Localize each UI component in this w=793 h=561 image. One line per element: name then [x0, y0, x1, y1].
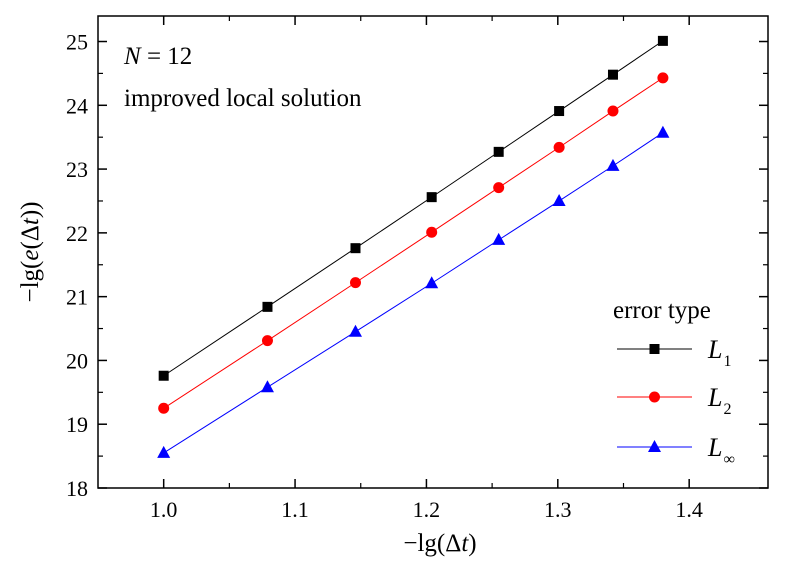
data-point [492, 232, 506, 245]
data-point [260, 380, 274, 393]
y-tick-label: 20 [66, 348, 88, 373]
legend-marker [649, 391, 660, 403]
legend-marker [649, 344, 660, 354]
data-point [425, 276, 439, 289]
y-tick-label: 21 [66, 285, 88, 310]
y-tick-label: 22 [66, 221, 88, 246]
x-tick-label: 1.3 [544, 497, 572, 522]
data-point [261, 335, 273, 347]
data-point [607, 69, 618, 80]
data-point [158, 370, 169, 381]
y-tick-label: 18 [66, 476, 88, 501]
data-point [606, 158, 620, 171]
axis-ticks: 1.0 1.1 1.2 1.3 1.4 18 19 20 21 22 23 24 25 [66, 16, 768, 522]
x-tick-label: 1.1 [281, 497, 309, 522]
data-point [350, 243, 361, 254]
y-tick-label: 23 [66, 157, 88, 182]
legend-label: L1 [707, 335, 731, 370]
data-point [553, 141, 565, 153]
y-axis-title: −lg(e(Δt)) [17, 202, 44, 303]
data-point [158, 402, 170, 414]
series-line-3 [163, 132, 664, 454]
x-tick-label: 1.0 [150, 497, 178, 522]
y-tick-label: 24 [66, 93, 88, 118]
data-point [552, 193, 566, 206]
series-line-1 [163, 40, 664, 377]
series-markers [157, 35, 670, 458]
data-point [493, 146, 504, 157]
annotation-n: N = 12 [123, 43, 192, 70]
data-point [657, 35, 668, 46]
annotation-method: improved local solution [124, 85, 362, 112]
data-point [157, 445, 171, 458]
data-point [348, 324, 362, 337]
data-point [262, 301, 273, 312]
data-point [426, 226, 438, 238]
x-tick-label: 1.2 [413, 497, 441, 522]
legend: L1 L2 L∞ [617, 335, 735, 468]
x-tick-label: 1.4 [675, 497, 703, 522]
data-point [349, 277, 361, 289]
data-point [554, 106, 565, 117]
data-point [607, 105, 619, 117]
series-line-2 [163, 77, 664, 409]
y-tick-label: 19 [66, 412, 88, 437]
series-lines [163, 40, 664, 454]
data-point [426, 192, 437, 203]
plot-frame [97, 15, 769, 489]
y-tick-label: 25 [66, 30, 88, 55]
data-point [657, 72, 669, 84]
data-point [656, 125, 670, 138]
x-axis-title: −lg(Δt) [403, 530, 476, 557]
legend-label: L2 [707, 383, 731, 418]
legend-title: error type [613, 297, 711, 324]
data-point [493, 182, 505, 194]
legend-label: L∞ [707, 433, 735, 468]
legend-marker [648, 440, 661, 452]
